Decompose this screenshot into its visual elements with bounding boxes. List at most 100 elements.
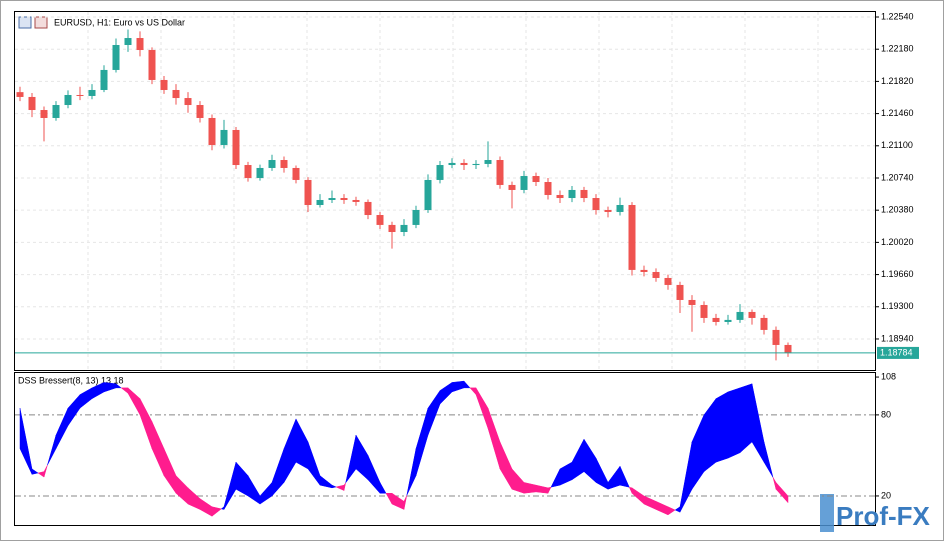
- candle-body: [184, 98, 192, 106]
- current-price-label: 1.18784: [880, 347, 913, 357]
- candle-body: [304, 179, 312, 205]
- candle-body: [328, 198, 336, 200]
- candle-body: [784, 344, 792, 353]
- band-fill: [715, 391, 729, 463]
- chart-title: EURUSD, H1: Euro vs US Dollar: [54, 17, 185, 27]
- candle-body: [460, 162, 468, 166]
- candle-body: [724, 319, 732, 322]
- candle-body: [100, 69, 108, 90]
- band-fill: [667, 506, 676, 516]
- candle-body: [112, 45, 120, 70]
- candle-body: [436, 165, 444, 180]
- candle-body: [76, 94, 84, 96]
- watermark-text: Prof-FX: [836, 501, 931, 531]
- y-tick-label: 1.20380: [881, 205, 914, 215]
- band-fill: [343, 482, 346, 491]
- candle-body: [424, 179, 432, 211]
- y-tick-label: 1.20740: [881, 172, 914, 182]
- candle-body: [292, 167, 300, 180]
- candle-body: [604, 210, 612, 212]
- candle-body: [208, 117, 216, 145]
- candle-body: [412, 210, 420, 225]
- candle-body: [736, 311, 744, 320]
- candle-body: [760, 317, 768, 330]
- watermark: Prof-FX: [820, 494, 931, 532]
- y-tick-label: 1.21820: [881, 76, 914, 86]
- candle-body: [256, 167, 264, 178]
- candle-body: [544, 182, 552, 195]
- band-fill: [775, 481, 789, 504]
- candle-body: [136, 38, 144, 51]
- candle-body: [496, 160, 504, 185]
- candle-body: [88, 89, 96, 96]
- y-tick-label: 1.21100: [881, 140, 913, 150]
- candle-body: [592, 198, 600, 211]
- candle-body: [688, 299, 696, 305]
- candle-body: [484, 160, 492, 164]
- candle-body: [160, 79, 168, 90]
- candle-body: [700, 304, 708, 318]
- candle-body: [172, 89, 180, 99]
- candle-body: [508, 184, 516, 190]
- band-fill: [115, 383, 122, 389]
- band-fill: [31, 468, 39, 475]
- candle-body: [640, 269, 648, 272]
- y-tick-label: 1.21460: [881, 108, 914, 118]
- candle-body: [220, 129, 228, 145]
- candle-body: [40, 110, 48, 118]
- candle-body: [232, 129, 240, 166]
- candle-body: [616, 204, 624, 212]
- candle-body: [568, 189, 576, 199]
- band-fill: [463, 380, 471, 389]
- candle-body: [64, 94, 72, 106]
- band-fill: [763, 441, 774, 478]
- candle-body: [148, 50, 156, 80]
- y-tick-label: 1.22540: [881, 11, 914, 21]
- y-tick-label: 1.19660: [881, 269, 914, 279]
- y-tick-label: 1.22180: [881, 44, 914, 54]
- candle-body: [196, 105, 204, 118]
- candle-body: [532, 176, 540, 183]
- price-panel: [14, 11, 876, 371]
- candle-body: [400, 224, 408, 233]
- band-fill: [379, 481, 387, 494]
- candle-body: [664, 277, 672, 285]
- candle-body: [652, 271, 660, 278]
- candle-body: [28, 96, 36, 111]
- y-tick-label: 108: [881, 371, 896, 381]
- candle-body: [124, 38, 132, 46]
- candle-body: [388, 224, 396, 233]
- candle-body: [712, 317, 720, 322]
- candle-body: [340, 198, 348, 200]
- candle-body: [472, 163, 480, 166]
- candle-body: [268, 160, 276, 168]
- candle-body: [628, 204, 636, 270]
- band-fill: [739, 383, 753, 454]
- indicator-panel: [14, 372, 876, 526]
- band-fill: [43, 464, 48, 478]
- candle-body: [772, 329, 780, 345]
- candle-body: [280, 160, 288, 168]
- candle-body: [448, 162, 456, 166]
- band-fill: [619, 466, 630, 488]
- candle-body: [556, 194, 564, 199]
- candle-body: [364, 201, 372, 216]
- candle-body: [520, 176, 528, 190]
- candle-body: [52, 105, 60, 118]
- candle-body: [748, 311, 756, 318]
- candle-body: [376, 215, 384, 225]
- band-fill: [331, 484, 337, 489]
- candle-body: [16, 92, 24, 97]
- band-fill: [727, 387, 741, 459]
- y-tick-label: 1.19300: [881, 301, 914, 311]
- band-fill: [403, 495, 408, 510]
- indicator-title: DSS Bressert(8, 13) 13 18: [18, 375, 124, 385]
- y-tick-label: 1.20020: [881, 237, 914, 247]
- band-fill: [547, 486, 552, 494]
- candle-body: [352, 199, 360, 202]
- y-tick-label: 20: [881, 490, 891, 500]
- candle-body: [244, 165, 252, 178]
- current-price-box: [877, 346, 919, 359]
- candle-body: [580, 189, 588, 199]
